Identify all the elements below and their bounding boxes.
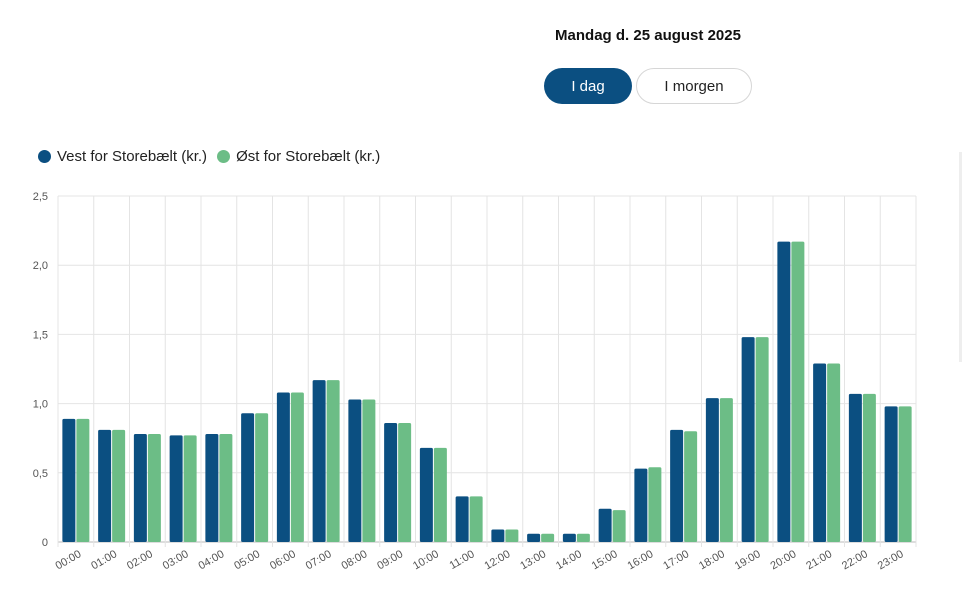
bar-oest bbox=[791, 241, 805, 542]
y-tick-label: 2,5 bbox=[33, 191, 48, 203]
bar-vest bbox=[98, 429, 112, 542]
y-tick-label: 1,5 bbox=[33, 329, 48, 341]
bar-oest bbox=[76, 418, 90, 542]
x-tick-label: 09:00 bbox=[375, 548, 405, 572]
legend-label: Øst for Storebælt (kr.) bbox=[236, 148, 381, 165]
bar-vest bbox=[205, 434, 219, 542]
x-tick-label: 02:00 bbox=[125, 548, 155, 572]
bar-oest bbox=[112, 429, 126, 542]
x-tick-label: 05:00 bbox=[232, 548, 262, 572]
y-tick-label: 1,0 bbox=[33, 399, 48, 411]
x-tick-label: 20:00 bbox=[769, 548, 799, 572]
bar-oest bbox=[183, 435, 197, 542]
x-tick-label: 23:00 bbox=[876, 548, 906, 572]
bar-vest bbox=[741, 337, 755, 542]
x-tick-label: 10:00 bbox=[411, 548, 441, 572]
x-tick-label: 16:00 bbox=[626, 548, 656, 572]
bar-oest bbox=[433, 447, 447, 542]
bar-oest bbox=[290, 392, 304, 542]
bar-vest bbox=[813, 363, 827, 542]
bar-vest bbox=[455, 496, 469, 542]
x-tick-label: 17:00 bbox=[661, 548, 691, 572]
legend-dot-icon bbox=[38, 150, 51, 163]
x-tick-label: 11:00 bbox=[447, 548, 476, 572]
bar-oest bbox=[469, 496, 483, 542]
x-tick-label: 14:00 bbox=[554, 548, 584, 572]
bar-vest bbox=[491, 529, 505, 542]
x-tick-label: 04:00 bbox=[197, 548, 227, 572]
today-button[interactable]: I dag bbox=[544, 68, 632, 104]
bar-vest bbox=[527, 533, 541, 542]
x-tick-label: 13:00 bbox=[518, 548, 548, 572]
x-tick-label: 18:00 bbox=[697, 548, 727, 572]
bar-vest bbox=[133, 434, 147, 542]
bar-oest bbox=[255, 413, 269, 542]
x-tick-label: 00:00 bbox=[54, 548, 84, 572]
bar-oest bbox=[612, 510, 626, 542]
x-tick-label: 06:00 bbox=[268, 548, 298, 572]
tomorrow-button[interactable]: I morgen bbox=[636, 68, 752, 104]
bar-oest bbox=[862, 393, 876, 542]
bar-vest bbox=[598, 508, 612, 542]
chart-legend: Vest for Storebælt (kr.) Øst for Storebæ… bbox=[38, 148, 380, 165]
bar-oest bbox=[398, 422, 412, 542]
x-tick-label: 07:00 bbox=[304, 548, 334, 572]
bar-oest bbox=[648, 467, 662, 542]
bar-oest bbox=[505, 529, 519, 542]
bar-oest bbox=[326, 380, 340, 542]
bar-vest bbox=[777, 241, 791, 542]
legend-item-vest[interactable]: Vest for Storebælt (kr.) bbox=[38, 148, 207, 165]
bar-vest bbox=[848, 393, 862, 542]
bar-vest bbox=[705, 398, 719, 542]
bar-vest bbox=[312, 380, 326, 542]
x-tick-label: 03:00 bbox=[161, 548, 191, 572]
bar-vest bbox=[884, 406, 898, 542]
bar-vest bbox=[348, 399, 362, 542]
bar-oest bbox=[755, 337, 769, 542]
bar-vest bbox=[241, 413, 255, 542]
x-tick-label: 19:00 bbox=[733, 548, 763, 572]
bar-oest bbox=[827, 363, 841, 542]
bar-oest bbox=[362, 399, 376, 542]
bar-vest bbox=[384, 422, 398, 542]
bar-vest bbox=[169, 435, 183, 542]
y-tick-label: 0,5 bbox=[33, 468, 48, 480]
bar-vest bbox=[670, 429, 684, 542]
legend-item-oest[interactable]: Øst for Storebælt (kr.) bbox=[217, 148, 380, 165]
y-tick-label: 0 bbox=[42, 537, 48, 549]
bar-oest bbox=[684, 431, 698, 542]
bar-vest bbox=[62, 418, 76, 542]
x-tick-label: 01:00 bbox=[89, 548, 119, 572]
bar-oest bbox=[219, 434, 233, 542]
bar-oest bbox=[719, 398, 733, 542]
scrollbar[interactable] bbox=[959, 152, 962, 362]
legend-dot-icon bbox=[217, 150, 231, 163]
bar-oest bbox=[898, 406, 912, 542]
date-heading: Mandag d. 25 august 2025 bbox=[555, 27, 741, 44]
bar-oest bbox=[576, 533, 590, 542]
bar-vest bbox=[276, 392, 290, 542]
x-tick-label: 15:00 bbox=[590, 548, 620, 572]
bar-vest bbox=[419, 447, 433, 542]
bar-vest bbox=[562, 533, 576, 542]
x-tick-label: 12:00 bbox=[483, 548, 513, 572]
y-tick-label: 2,0 bbox=[33, 260, 48, 272]
bar-vest bbox=[634, 468, 648, 542]
bar-oest bbox=[541, 533, 555, 542]
x-tick-label: 22:00 bbox=[840, 548, 870, 572]
x-tick-label: 08:00 bbox=[340, 548, 370, 572]
x-tick-label: 21:00 bbox=[804, 548, 834, 572]
legend-label: Vest for Storebælt (kr.) bbox=[57, 148, 208, 165]
bar-oest bbox=[147, 434, 161, 542]
